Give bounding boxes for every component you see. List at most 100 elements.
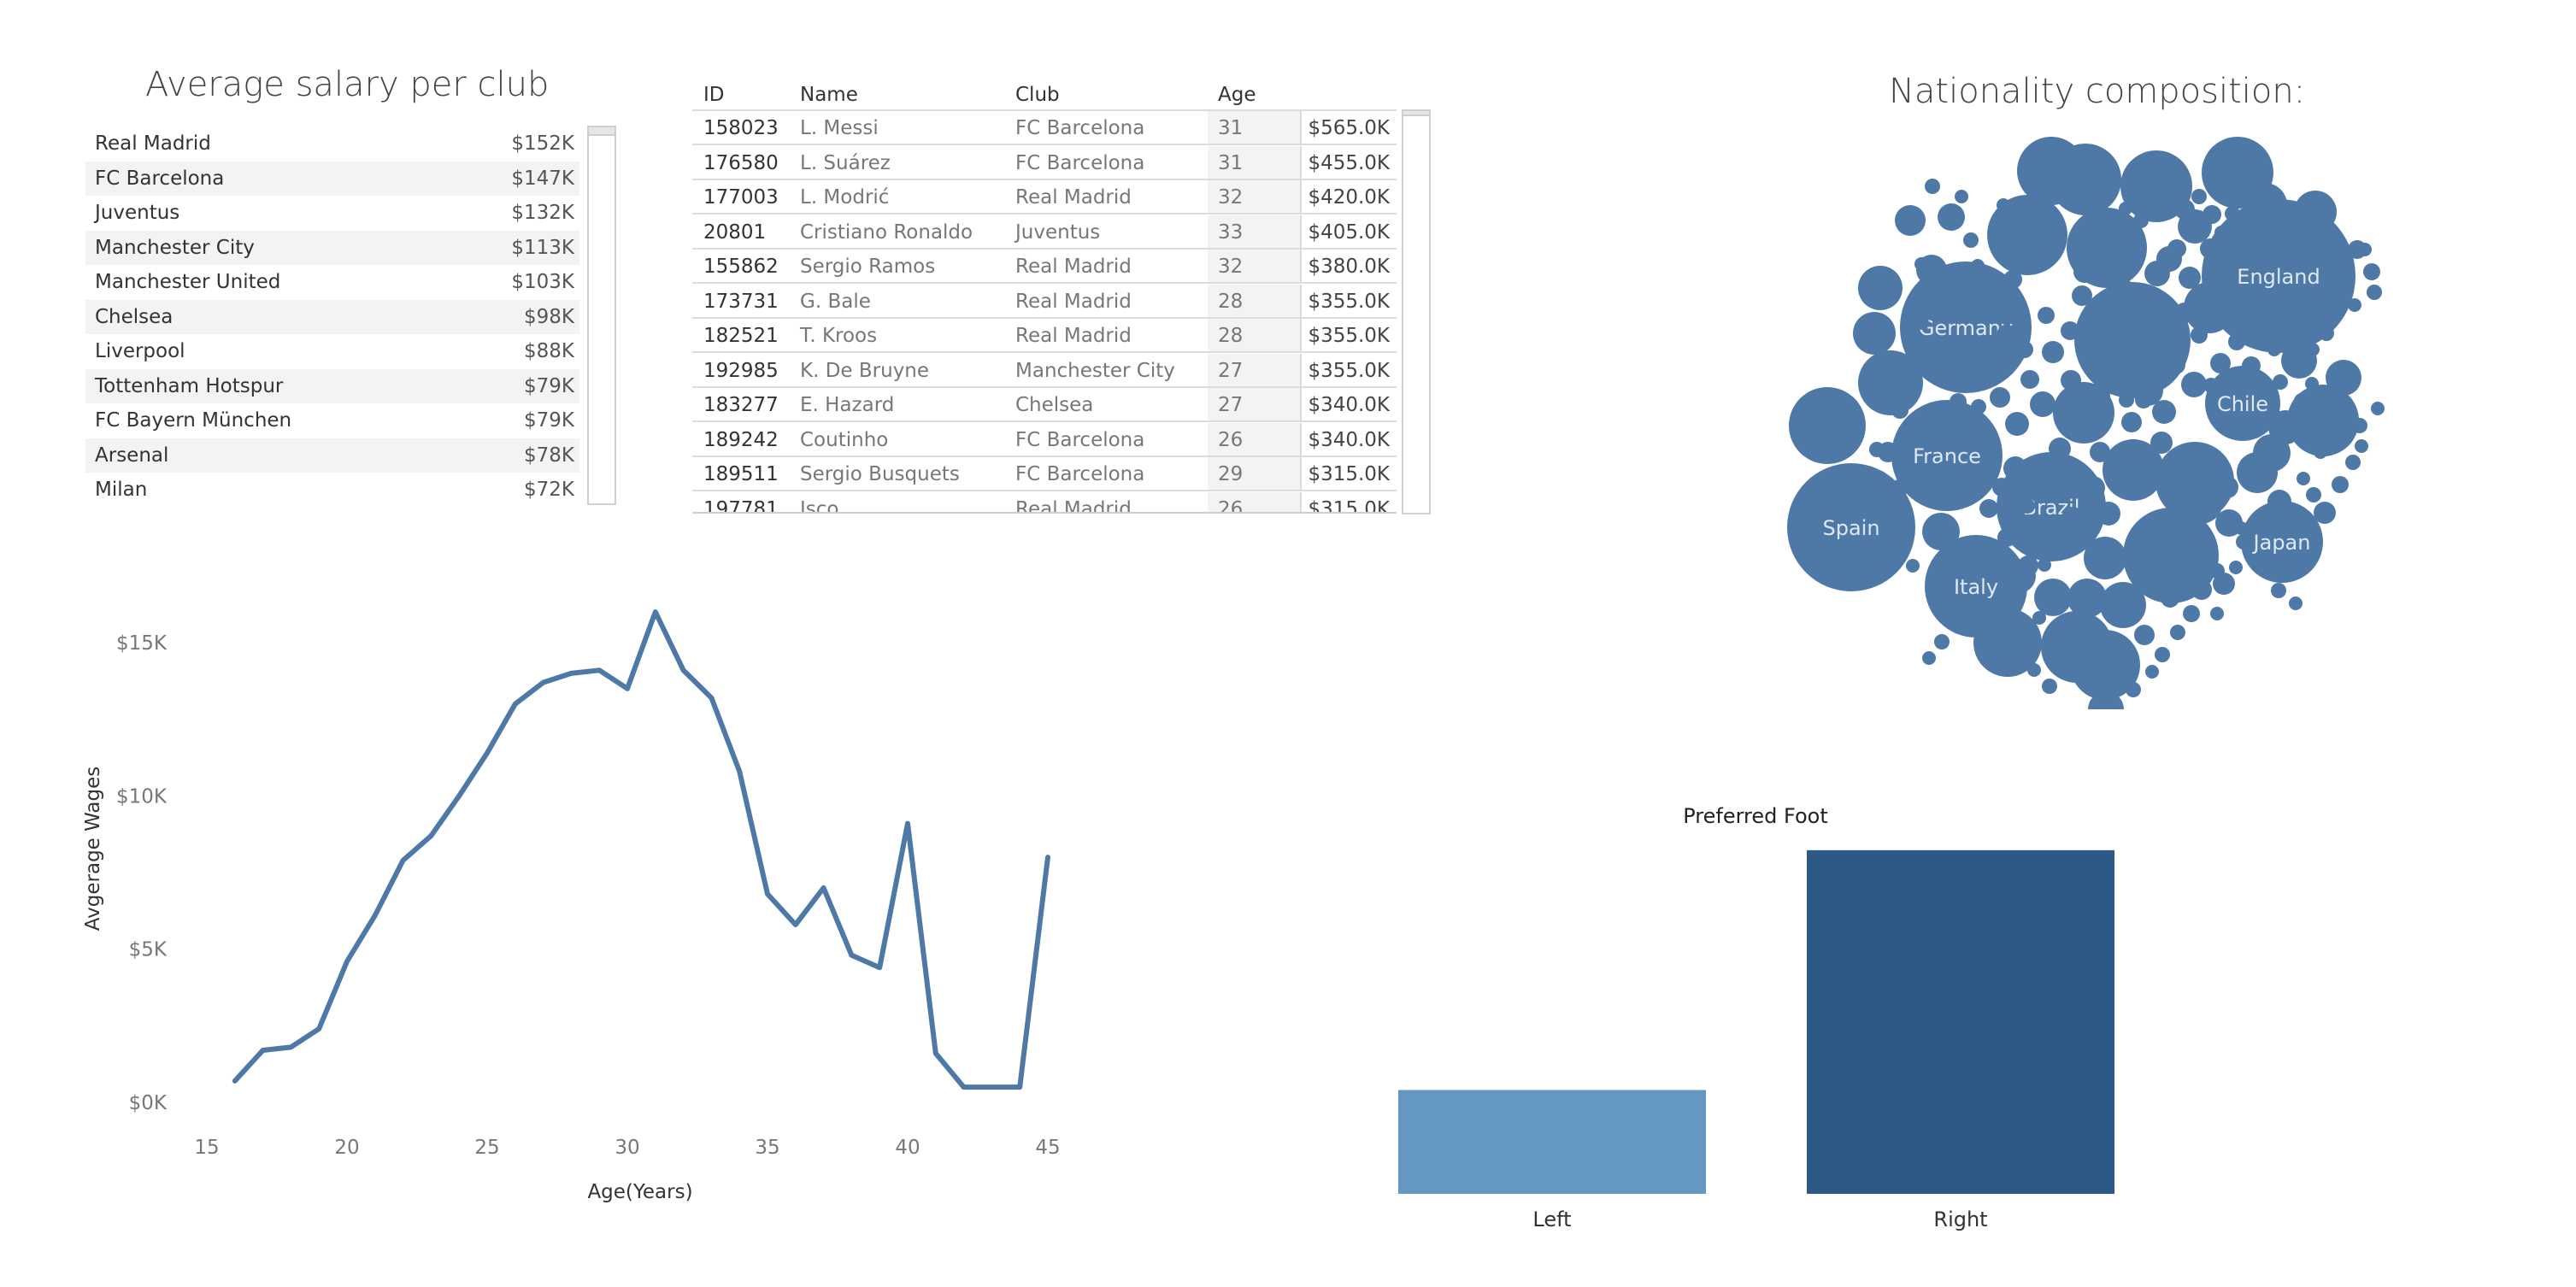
col-header-id[interactable]: ID — [703, 84, 725, 106]
salary-row[interactable]: Manchester City $113K — [85, 230, 579, 265]
nationality-bubble[interactable] — [2161, 589, 2179, 608]
nationality-bubble[interactable] — [2234, 521, 2248, 535]
nationality-bubble[interactable] — [2090, 442, 2110, 462]
nationality-bubble[interactable] — [1922, 651, 1936, 665]
wage-data-point[interactable] — [288, 1044, 293, 1049]
nationality-bubble[interactable] — [1934, 634, 1950, 649]
nationality-bubble[interactable] — [2267, 343, 2281, 356]
nationality-bubble[interactable] — [1969, 352, 1983, 366]
nationality-bubble[interactable] — [2108, 279, 2138, 309]
nationality-bubble[interactable] — [2027, 663, 2041, 677]
wage-data-point[interactable] — [793, 922, 798, 927]
nationality-bubble[interactable] — [2086, 683, 2100, 696]
nationality-bubble[interactable] — [2267, 490, 2291, 514]
nationality-bubble[interactable] — [1914, 257, 1928, 271]
nationality-bubble[interactable] — [2074, 282, 2191, 398]
preferred-foot-bar[interactable] — [1398, 1090, 1706, 1195]
nationality-bubble[interactable] — [2119, 202, 2132, 215]
nationality-bubble[interactable] — [2202, 199, 2355, 353]
nationality-bubble[interactable] — [1936, 404, 1950, 418]
nationality-bubble[interactable] — [1938, 461, 1953, 476]
nationality-bubble[interactable] — [1925, 179, 1940, 194]
wage-data-point[interactable] — [456, 793, 462, 798]
nationality-bubble[interactable] — [2070, 630, 2140, 700]
nationality-bubble[interactable] — [2271, 583, 2286, 598]
nationality-bubble[interactable] — [2084, 537, 2126, 579]
nationality-bubble[interactable] — [2144, 261, 2170, 286]
nationality-bubble[interactable] — [2294, 393, 2309, 408]
table-row[interactable]: 182521 T. Kroos Real Madrid 28 $355.0K — [692, 319, 1397, 353]
players-scrollbar[interactable] — [1402, 109, 1431, 514]
wage-series-line[interactable] — [232, 609, 1050, 1090]
nationality-bubble[interactable] — [2363, 263, 2380, 280]
nationality-bubble[interactable] — [2033, 532, 2056, 555]
wage-data-point[interactable] — [485, 750, 490, 755]
nationality-bubble[interactable] — [2145, 665, 2159, 679]
nationality-bubble[interactable] — [1858, 350, 1923, 415]
salary-row[interactable]: Manchester United $103K — [85, 265, 579, 299]
nationality-bubble[interactable] — [2239, 223, 2255, 238]
salary-row[interactable]: Milan $72K — [85, 473, 579, 507]
wage-data-point[interactable] — [905, 821, 910, 826]
nationality-bubble[interactable] — [2003, 456, 2027, 480]
salary-row[interactable]: Liverpool $88K — [85, 334, 579, 368]
nationality-bubble[interactable] — [1997, 325, 2017, 345]
nationality-bubble[interactable] — [2018, 555, 2038, 576]
table-row[interactable]: 183277 E. Hazard Chelsea 27 $340.0K — [692, 388, 1397, 422]
nationality-bubble[interactable] — [2167, 239, 2186, 258]
nationality-bubble[interactable] — [1938, 609, 1952, 623]
nationality-bubble[interactable] — [2126, 682, 2141, 697]
nationality-bubble[interactable] — [2355, 439, 2368, 453]
nationality-bubble[interactable] — [2152, 400, 2176, 424]
table-row[interactable]: 197781 Isco Real Madrid 26 $315.0K — [692, 491, 1397, 514]
nationality-bubble[interactable] — [2170, 625, 2185, 640]
nationality-bubble[interactable] — [2042, 679, 2057, 694]
nationality-bubble[interactable] — [1853, 312, 1896, 355]
nationality-bubble[interactable] — [2279, 213, 2292, 226]
table-row[interactable]: 177003 L. Modrić Real Madrid 32 $420.0K — [692, 180, 1397, 214]
wage-data-point[interactable] — [933, 1051, 938, 1056]
nationality-bubble[interactable] — [2314, 445, 2327, 459]
nationality-bubble[interactable] — [2091, 386, 2110, 405]
wage-data-point[interactable] — [653, 609, 658, 614]
nationality-bubble[interactable] — [2088, 691, 2124, 709]
nationality-bubble[interactable] — [1915, 316, 1929, 330]
salary-scrollbar[interactable] — [587, 126, 616, 505]
nationality-bubble[interactable] — [1922, 513, 1960, 550]
nationality-bubble[interactable] — [2049, 438, 2071, 460]
salary-row[interactable]: Real Madrid $152K — [85, 126, 579, 161]
nationality-bubble[interactable] — [1951, 487, 1972, 508]
nationality-bubble[interactable] — [2220, 258, 2238, 275]
nationality-bubble[interactable] — [2214, 226, 2228, 239]
nationality-bubble[interactable] — [2333, 257, 2354, 278]
nationality-bubble[interactable] — [1997, 198, 2010, 212]
nationality-bubble[interactable] — [2100, 582, 2146, 628]
salary-row[interactable]: Arsenal $78K — [85, 438, 579, 473]
nationality-bubble[interactable] — [2067, 579, 2107, 618]
nationality-bubble[interactable] — [1872, 504, 1885, 518]
nationality-bubble[interactable] — [2174, 303, 2195, 323]
nationality-bubble[interactable] — [1906, 559, 1920, 573]
nationality-bubble[interactable] — [2183, 605, 2200, 622]
wage-data-point[interactable] — [1045, 855, 1050, 860]
wage-data-point[interactable] — [344, 959, 350, 964]
nationality-bubble[interactable] — [2319, 326, 2334, 341]
nationality-bubble[interactable] — [2191, 326, 2208, 344]
nationality-bubble[interactable] — [2156, 509, 2177, 530]
nationality-bubble[interactable] — [2181, 372, 2207, 397]
salary-scrollbar-thumb[interactable] — [589, 127, 615, 136]
nationality-bubble[interactable] — [2352, 418, 2367, 433]
nationality-bubble[interactable] — [1787, 463, 1915, 591]
nationality-bubble[interactable] — [1971, 259, 1985, 273]
wage-data-point[interactable] — [681, 667, 686, 673]
wage-data-point[interactable] — [709, 696, 714, 701]
nationality-bubble[interactable] — [2039, 468, 2061, 491]
nationality-bubble[interactable] — [1973, 608, 2042, 677]
table-row[interactable]: 155862 Sergio Ramos Real Madrid 32 $380.0K — [692, 250, 1397, 284]
nationality-bubble[interactable] — [2273, 374, 2288, 390]
nationality-bubble[interactable] — [2053, 621, 2068, 637]
wage-data-point[interactable] — [625, 686, 630, 691]
nationality-bubble[interactable] — [1873, 471, 1887, 485]
wage-data-point[interactable] — [568, 671, 573, 676]
nationality-bubble[interactable] — [1893, 455, 1910, 472]
